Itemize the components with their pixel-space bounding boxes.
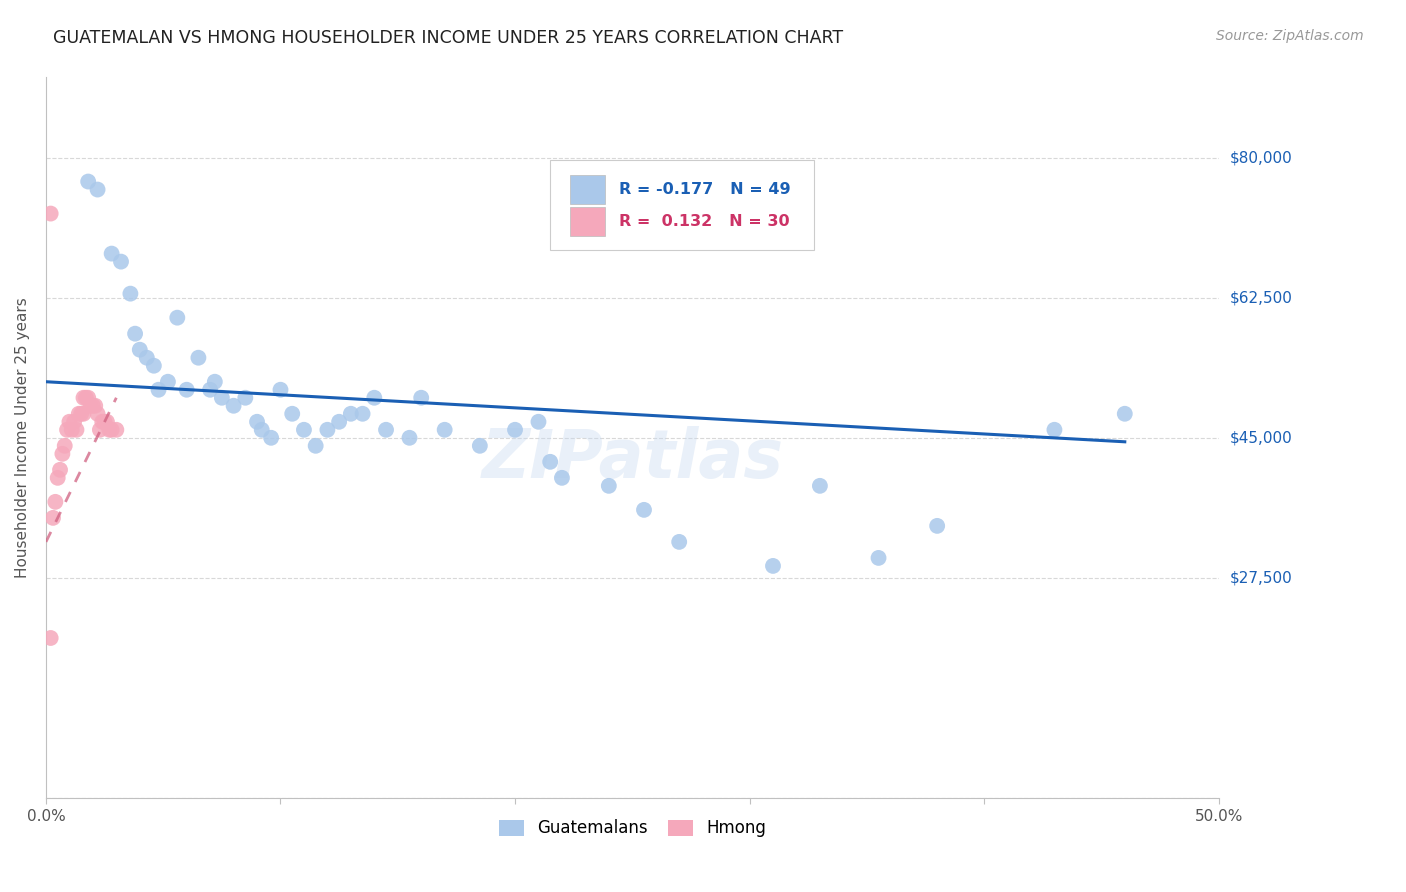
Point xyxy=(411,391,433,405)
Point xyxy=(91,415,114,429)
Point xyxy=(86,182,108,196)
Point xyxy=(58,415,80,429)
Point xyxy=(75,391,97,405)
Point xyxy=(89,423,111,437)
Point xyxy=(176,383,198,397)
Point xyxy=(250,423,273,437)
Point xyxy=(56,423,79,437)
Point xyxy=(63,415,86,429)
Point xyxy=(808,479,831,493)
Point xyxy=(340,407,363,421)
Point xyxy=(598,479,620,493)
Point xyxy=(120,286,142,301)
FancyBboxPatch shape xyxy=(550,161,814,251)
Point xyxy=(156,375,179,389)
Point xyxy=(1043,423,1066,437)
Point xyxy=(96,415,118,429)
Point xyxy=(142,359,165,373)
Point xyxy=(316,423,339,437)
Point xyxy=(77,175,100,189)
Point xyxy=(39,206,62,220)
Point xyxy=(211,391,233,405)
Point xyxy=(246,415,269,429)
Point xyxy=(72,391,94,405)
Text: $27,500: $27,500 xyxy=(1230,570,1292,585)
Point xyxy=(100,423,122,437)
Point xyxy=(927,519,949,533)
Point xyxy=(124,326,146,341)
Point xyxy=(84,399,107,413)
Point xyxy=(46,471,69,485)
Point xyxy=(260,431,283,445)
Point xyxy=(375,423,398,437)
Point xyxy=(281,407,304,421)
Point xyxy=(233,391,256,405)
Point xyxy=(762,558,785,573)
Point xyxy=(128,343,150,357)
Text: Source: ZipAtlas.com: Source: ZipAtlas.com xyxy=(1216,29,1364,43)
Point xyxy=(65,423,87,437)
Point xyxy=(633,503,655,517)
Text: GUATEMALAN VS HMONG HOUSEHOLDER INCOME UNDER 25 YEARS CORRELATION CHART: GUATEMALAN VS HMONG HOUSEHOLDER INCOME U… xyxy=(53,29,844,46)
Point xyxy=(49,463,72,477)
Point xyxy=(98,423,121,437)
Point xyxy=(352,407,374,421)
Point xyxy=(538,455,561,469)
Text: R = -0.177   N = 49: R = -0.177 N = 49 xyxy=(620,182,792,196)
Text: $45,000: $45,000 xyxy=(1230,430,1292,445)
Y-axis label: Householder Income Under 25 years: Householder Income Under 25 years xyxy=(15,297,30,578)
Point xyxy=(105,423,128,437)
Point xyxy=(868,550,890,565)
Point xyxy=(70,407,93,421)
Point xyxy=(42,511,65,525)
Point xyxy=(166,310,188,325)
FancyBboxPatch shape xyxy=(571,207,606,236)
Point xyxy=(93,415,115,429)
Point xyxy=(433,423,456,437)
Point xyxy=(51,447,73,461)
Text: $62,500: $62,500 xyxy=(1230,290,1292,305)
Point xyxy=(135,351,157,365)
Point xyxy=(527,415,550,429)
Text: R =  0.132   N = 30: R = 0.132 N = 30 xyxy=(620,214,790,229)
Point xyxy=(79,399,101,413)
Text: ZIPatlas: ZIPatlas xyxy=(481,426,783,492)
Legend: Guatemalans, Hmong: Guatemalans, Hmong xyxy=(492,813,772,844)
Point xyxy=(53,439,76,453)
Point xyxy=(204,375,226,389)
Point xyxy=(398,431,420,445)
Point xyxy=(86,407,108,421)
Point xyxy=(222,399,245,413)
Point xyxy=(305,439,328,453)
Point xyxy=(39,631,62,645)
Point xyxy=(503,423,526,437)
Point xyxy=(328,415,350,429)
Point xyxy=(1114,407,1136,421)
Point xyxy=(668,535,690,549)
Point xyxy=(110,254,132,268)
Point xyxy=(67,407,90,421)
Point xyxy=(77,391,100,405)
Point xyxy=(60,423,83,437)
Text: $80,000: $80,000 xyxy=(1230,150,1292,165)
Point xyxy=(292,423,315,437)
FancyBboxPatch shape xyxy=(571,175,606,203)
Point xyxy=(72,407,94,421)
Point xyxy=(187,351,209,365)
Point xyxy=(551,471,574,485)
Point xyxy=(269,383,291,397)
Point xyxy=(148,383,170,397)
Point xyxy=(82,399,104,413)
Point xyxy=(100,246,122,260)
Point xyxy=(363,391,385,405)
Point xyxy=(198,383,221,397)
Point xyxy=(468,439,491,453)
Point xyxy=(44,495,66,509)
